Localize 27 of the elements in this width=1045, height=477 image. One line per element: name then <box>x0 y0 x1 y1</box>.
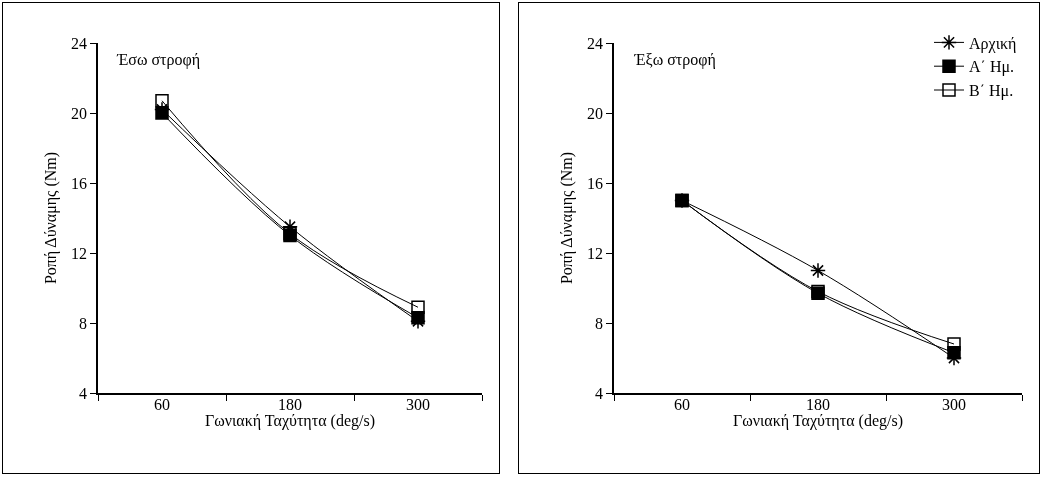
y-tick-label: 12 <box>587 244 604 262</box>
x-tick-label: 180 <box>278 396 302 413</box>
y-tick-label: 20 <box>71 104 88 122</box>
y-tick-label: 8 <box>595 314 604 332</box>
y-tick-label: 24 <box>587 34 604 52</box>
y-tick-label: 24 <box>71 34 88 52</box>
text: Έξω στροφή <box>633 50 716 69</box>
legend-label: Β΄ Ημ. <box>969 82 1014 101</box>
y-axis-title: Ροπή Δύναμης (Nm) <box>557 151 576 285</box>
x-tick-label: 300 <box>406 396 430 413</box>
y-tick-label: 8 <box>79 314 88 332</box>
legend-label: Α΄ Ημ. <box>969 58 1015 77</box>
y-tick-label: 12 <box>71 244 88 262</box>
y-tick-label: 16 <box>71 174 88 192</box>
y-tick-label: 4 <box>595 384 604 402</box>
x-tick-label: 180 <box>806 396 830 413</box>
y-tick-label: 16 <box>587 174 604 192</box>
x-axis-title: Γωνιακή Ταχύτητα (deg/s) <box>205 412 375 431</box>
y-axis-title: Ροπή Δύναμης (Nm) <box>41 151 60 285</box>
text: Έσω στροφή <box>116 50 201 69</box>
x-tick-label: 60 <box>154 396 170 413</box>
y-tick-label: 20 <box>587 104 604 122</box>
x-tick-label: 300 <box>942 396 966 413</box>
legend-label: Αρχική <box>969 34 1017 53</box>
x-tick-label: 60 <box>674 396 690 413</box>
y-tick-label: 4 <box>79 384 88 402</box>
x-axis-title: Γωνιακή Ταχύτητα (deg/s) <box>733 412 903 431</box>
